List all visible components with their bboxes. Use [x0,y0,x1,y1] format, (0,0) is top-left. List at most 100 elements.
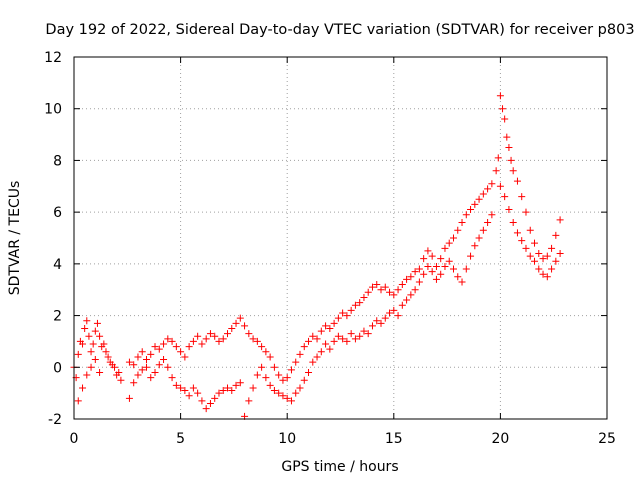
tick-labels: 0 5 10 15 20 25 -2 0 2 4 6 8 10 12 [44,50,616,447]
data-point [262,374,270,382]
data-point [74,397,82,405]
data-point [305,368,313,376]
data-point [138,366,146,374]
data-point [322,322,330,330]
x-tick-label: 10 [278,431,296,447]
data-point [513,177,521,185]
data-point [518,193,526,201]
data-point [198,340,206,348]
data-point [339,335,347,343]
data-point [202,405,210,413]
data-point [215,389,223,397]
data-point [522,208,530,216]
data-point [181,387,189,395]
data-point [432,275,440,283]
data-point [377,286,385,294]
data-point [364,330,372,338]
data-point [360,327,368,335]
y-tick-label: 6 [53,205,62,221]
data-point [164,363,172,371]
data-point [526,226,534,234]
data-point [83,317,91,325]
data-point [147,350,155,358]
data-point [330,337,338,345]
data-point [160,356,168,364]
data-point [501,193,509,201]
data-point [454,273,462,281]
data-point [420,270,428,278]
data-point [445,239,453,247]
data-point [552,231,560,239]
data-point [407,273,415,281]
data-point [313,335,321,343]
data-point [458,278,466,286]
data-point [543,252,551,260]
data-point [228,387,236,395]
x-tick-label: 20 [491,431,509,447]
data-point [351,335,359,343]
data-point [292,389,300,397]
data-point [390,306,398,314]
data-point [160,340,168,348]
data-point [224,384,232,392]
data-point [539,270,547,278]
data-point [115,368,123,376]
data-point [437,270,445,278]
data-point [531,257,539,265]
x-tick-label: 15 [385,431,403,447]
data-point [253,371,261,379]
data-point [74,350,82,358]
data-point [415,265,423,273]
data-point [85,332,93,340]
data-point [556,250,564,258]
data-point [356,332,364,340]
x-tick-label: 5 [176,431,185,447]
data-point [164,335,172,343]
grid-lines [74,57,607,419]
data-point [381,314,389,322]
data-point [309,358,317,366]
data-point [134,371,142,379]
data-point [326,325,334,332]
data-point [441,262,449,270]
data-point [236,314,244,322]
data-point [91,356,99,364]
data-point [499,105,507,113]
plot-frame [73,56,608,420]
data-point [266,381,274,389]
data-point [258,363,266,371]
data-point [89,340,97,348]
data-point [266,353,274,361]
data-point [219,335,227,343]
data-point [125,394,133,402]
data-point [334,314,342,322]
data-point [232,381,240,389]
y-tick-label: -2 [48,412,62,428]
data-point [330,319,338,327]
data-point [351,301,359,309]
data-point [168,337,176,345]
data-point [386,288,394,296]
data-point [449,234,457,242]
x-tick-label: 0 [70,431,79,447]
data-point [494,154,502,162]
data-point [475,195,483,203]
data-point [91,327,99,335]
data-point [368,322,376,330]
data-point [522,244,530,252]
data-point [228,325,236,332]
data-point [548,265,556,273]
data-point [471,200,479,208]
data-point [138,348,146,356]
data-point [415,278,423,286]
data-point [151,368,159,376]
data-point [373,317,381,325]
data-point [245,397,253,405]
data-point [224,330,232,338]
data-point [424,262,432,270]
data-point [189,337,197,345]
data-point [275,371,283,379]
data-point [87,348,95,356]
data-point [249,335,257,343]
